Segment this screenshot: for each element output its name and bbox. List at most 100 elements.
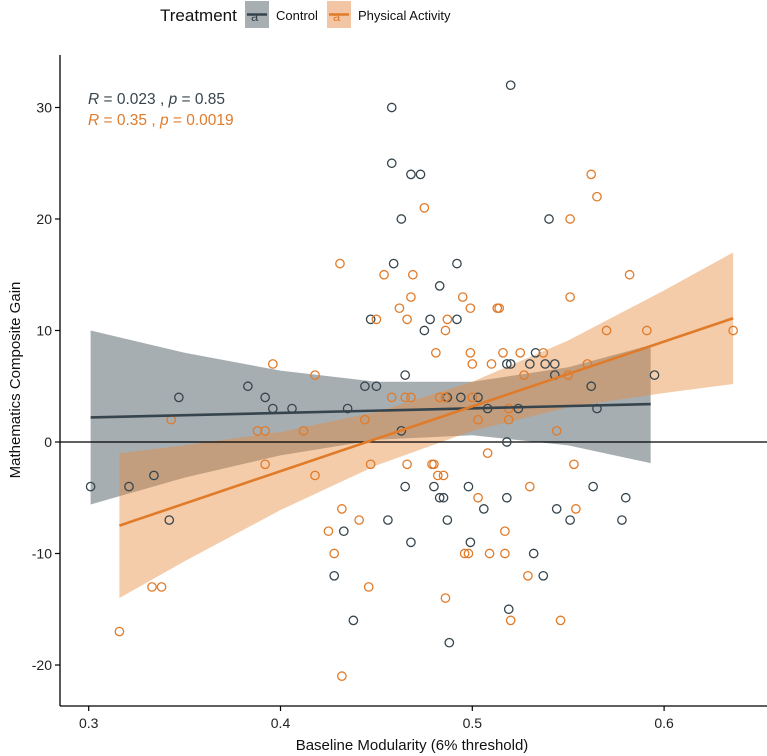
- data-point-control: [386, 158, 397, 169]
- data-point-control: [620, 492, 631, 503]
- data-point-physical-activity: [402, 459, 412, 470]
- p-value: = 0.85: [177, 91, 225, 108]
- data-point-physical-activity: [459, 548, 470, 559]
- data-point-control: [243, 381, 253, 392]
- data-point-physical-activity: [465, 303, 476, 314]
- y-axis-title: Mathematics Composite Gain: [7, 282, 24, 479]
- y-tick-label: -10: [32, 546, 52, 562]
- x-tick-label: 0.5: [463, 715, 483, 731]
- data-point-physical-activity: [467, 392, 478, 403]
- data-point-control: [551, 504, 562, 514]
- data-point-control: [124, 481, 134, 492]
- data-point-control: [501, 359, 512, 369]
- data-point-control: [419, 325, 430, 336]
- data-point-control: [455, 392, 466, 403]
- data-point-control: [524, 359, 535, 369]
- data-point-physical-activity: [363, 582, 374, 592]
- data-point-physical-activity: [728, 325, 738, 336]
- data-point-physical-activity: [329, 548, 340, 559]
- data-point-physical-activity: [354, 515, 364, 525]
- data-point-physical-activity: [442, 314, 453, 325]
- data-point-physical-activity: [473, 414, 483, 425]
- data-point-physical-activity: [465, 347, 476, 358]
- data-point-control: [400, 370, 411, 380]
- confidence-band-physical-activity: [119, 252, 734, 599]
- data-point-control: [530, 347, 541, 358]
- data-point-control: [371, 381, 382, 392]
- p-symbol: p: [159, 112, 169, 129]
- data-point-physical-activity: [438, 470, 449, 481]
- data-point-physical-activity: [371, 314, 382, 325]
- data-point-control: [400, 481, 411, 492]
- data-point-physical-activity: [360, 414, 370, 425]
- data-point-control: [505, 359, 516, 369]
- data-point-physical-activity: [323, 526, 334, 537]
- correlation-annotation-control: R = 0.023 , p = 0.85: [88, 91, 225, 108]
- data-point-physical-activity: [427, 459, 437, 470]
- p-symbol: p: [168, 91, 178, 108]
- data-point-physical-activity: [538, 347, 549, 358]
- data-point-control: [329, 570, 340, 581]
- data-point-control: [463, 481, 474, 492]
- data-point-physical-activity: [503, 414, 514, 425]
- data-point-physical-activity: [431, 347, 441, 358]
- data-point-physical-activity: [551, 425, 562, 436]
- data-point-control: [386, 102, 397, 113]
- data-point-physical-activity: [641, 325, 652, 336]
- data-point-control: [425, 314, 435, 325]
- data-point-physical-activity: [407, 269, 418, 280]
- legend-key-glyph: a: [333, 9, 341, 24]
- data-point-control: [406, 537, 416, 548]
- y-tick-label: 10: [36, 323, 52, 339]
- data-point-physical-activity: [260, 459, 271, 470]
- data-point-physical-activity: [586, 169, 597, 180]
- data-point-physical-activity: [379, 269, 389, 280]
- data-point-physical-activity: [498, 347, 508, 358]
- data-point-physical-activity: [494, 303, 505, 314]
- data-point-physical-activity: [463, 548, 474, 559]
- data-point-control: [444, 637, 455, 648]
- data-point-physical-activity: [260, 425, 271, 436]
- data-point-control: [348, 615, 359, 626]
- data-point-physical-activity: [400, 392, 411, 403]
- data-point-physical-activity: [406, 392, 416, 403]
- data-point-physical-activity: [156, 582, 167, 592]
- data-point-physical-activity: [406, 292, 416, 302]
- legend-key-control: a: [245, 1, 269, 28]
- r-value: = 0.35 ,: [99, 112, 160, 129]
- regression-line-physical-activity: [118, 317, 734, 527]
- data-point-control: [365, 314, 376, 325]
- data-point-physical-activity: [432, 470, 443, 481]
- data-point-control: [429, 481, 439, 492]
- data-point-control: [505, 80, 516, 91]
- x-tick-label: 0.4: [271, 715, 291, 731]
- x-axis-title: Baseline Modularity (6% threshold): [296, 737, 529, 754]
- regression-line-control: [90, 402, 651, 419]
- data-point-physical-activity: [500, 526, 510, 537]
- data-point-control: [442, 515, 453, 525]
- data-point-control: [549, 359, 560, 369]
- r-symbol: R: [88, 91, 99, 108]
- data-point-control: [434, 281, 445, 291]
- y-tick-label: 30: [36, 100, 52, 116]
- data-point-physical-activity: [337, 504, 347, 514]
- data-point-control: [360, 381, 370, 392]
- data-point-physical-activity: [524, 481, 535, 492]
- data-point-control: [478, 504, 489, 514]
- data-point-control: [406, 169, 416, 180]
- data-point-control: [149, 470, 159, 481]
- data-point-physical-activity: [505, 615, 516, 626]
- data-point-control: [85, 481, 96, 492]
- data-point-physical-activity: [440, 392, 451, 403]
- data-point-control: [342, 403, 353, 414]
- legend: Treatment a Control a Physical Activity: [160, 1, 451, 28]
- data-point-control: [260, 392, 271, 403]
- data-point-control: [438, 492, 449, 503]
- data-point-physical-activity: [429, 459, 439, 470]
- axes: [59, 55, 767, 707]
- data-point-physical-activity: [569, 459, 579, 470]
- data-point-control: [565, 515, 575, 525]
- data-point-physical-activity: [310, 370, 320, 380]
- data-point-physical-activity: [565, 292, 575, 302]
